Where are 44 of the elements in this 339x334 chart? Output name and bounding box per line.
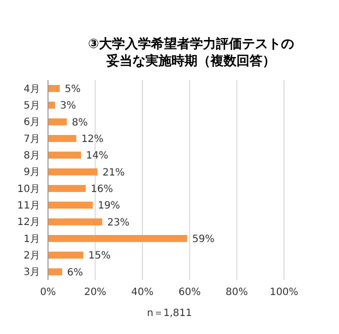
text: n＝1,811 [146, 307, 193, 320]
data-label: 6% [67, 267, 84, 278]
bar [48, 202, 93, 209]
bar [48, 252, 84, 259]
x-tick-label: 0% [40, 287, 56, 298]
y-tick-label: 11月 [17, 200, 40, 212]
bar [48, 268, 62, 276]
bar [48, 185, 86, 192]
y-tick-label: 6月 [24, 117, 40, 128]
x-tick-label: 60% [178, 287, 201, 298]
y-tick-label: 8月 [24, 150, 40, 162]
x-tick-label: 80% [226, 287, 248, 298]
y-tick-label: 3月 [24, 267, 40, 278]
chart-title: ③大学入学希望者学力評価テストの妥当な実施時期（複数回答） [86, 36, 295, 70]
x-tick-label: 40% [131, 287, 154, 298]
data-label: 59% [192, 234, 214, 246]
data-label: 15% [88, 250, 111, 262]
data-label: 5% [64, 84, 81, 96]
data-label: 21% [102, 167, 125, 178]
x-tick-label: 20% [84, 287, 106, 298]
bar [48, 118, 67, 126]
y-tick-label: 10月 [17, 184, 40, 195]
y-tick-label: 1月 [24, 234, 40, 245]
data-label: 12% [81, 134, 104, 146]
y-tick-label: 4月 [24, 84, 40, 95]
y-tick-label: 5月 [24, 100, 40, 112]
data-label: 8% [72, 117, 88, 128]
data-label: 16% [90, 184, 113, 196]
y-tick-label: 12月 [17, 217, 40, 228]
bar [48, 85, 60, 92]
data-label: 14% [86, 150, 108, 162]
bar [48, 218, 102, 226]
x-tick-label: 100% [270, 287, 298, 298]
y-tick-label: 9月 [24, 167, 40, 178]
data-label: 3% [60, 100, 76, 112]
bar [48, 168, 98, 176]
data-label: 23% [107, 217, 130, 228]
y-tick-label: 2月 [24, 250, 40, 262]
bar [48, 152, 82, 159]
bar [48, 135, 76, 142]
data-label: 19% [98, 200, 120, 212]
y-tick-label: 7月 [24, 134, 40, 145]
bar [48, 102, 56, 109]
bar [48, 235, 188, 242]
